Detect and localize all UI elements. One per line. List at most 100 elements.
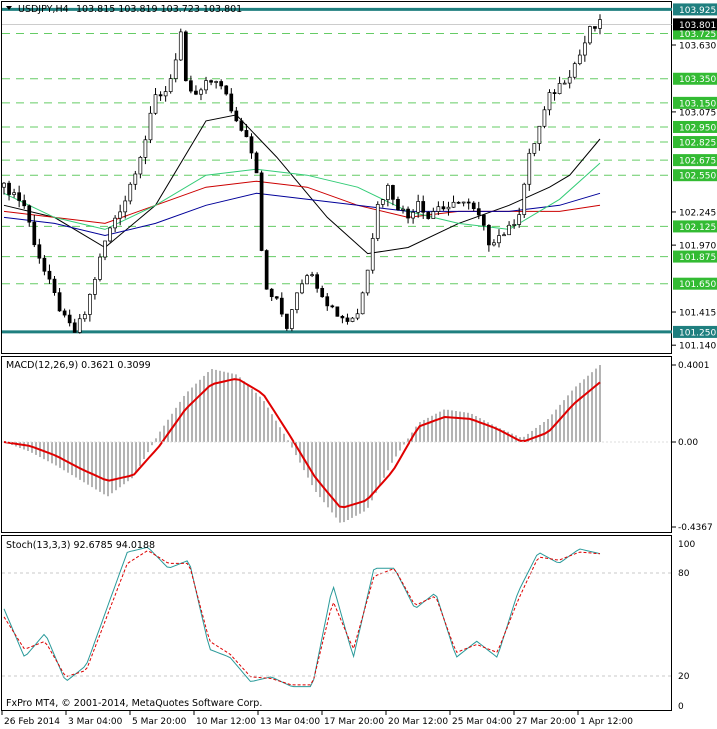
candle-body-21 bbox=[108, 227, 112, 242]
time-tick-8: 27 Mar 20:00 bbox=[516, 717, 576, 727]
candle-body-19 bbox=[98, 256, 102, 280]
candle-body-25 bbox=[128, 183, 133, 202]
candle-body-20 bbox=[103, 240, 107, 258]
candle-body-2 bbox=[12, 192, 16, 195]
ma-black bbox=[3, 114, 601, 255]
candle-body-97 bbox=[492, 242, 496, 246]
stoch-tick-80: 80 bbox=[678, 569, 690, 579]
level-label-0: 103.925 bbox=[679, 6, 716, 16]
candle-body-50 bbox=[254, 152, 259, 174]
candle-body-41 bbox=[209, 80, 213, 83]
level-label-2: 103.350 bbox=[679, 75, 716, 85]
candle-body-44 bbox=[224, 85, 229, 95]
candle-body-117 bbox=[593, 26, 597, 29]
candle-body-39 bbox=[199, 89, 203, 95]
candle-body-86 bbox=[436, 206, 441, 212]
candle-body-56 bbox=[284, 313, 289, 329]
price-tick-3: 101.970 bbox=[679, 242, 716, 252]
candle-body-27 bbox=[138, 157, 143, 175]
candle-body-33 bbox=[168, 78, 173, 92]
level-tag-7 bbox=[673, 169, 717, 182]
level-label-11: 101.250 bbox=[679, 328, 716, 338]
candle-body-57 bbox=[290, 309, 294, 329]
level-label-4: 102.950 bbox=[679, 123, 716, 133]
candle-body-18 bbox=[93, 279, 97, 295]
ohlc-values: 103.815 103.819 103.723 103.801 bbox=[76, 4, 242, 15]
level-label-6: 102.675 bbox=[679, 157, 716, 167]
candle-body-11 bbox=[57, 292, 62, 312]
candle-body-103 bbox=[522, 183, 527, 215]
candle-body-73 bbox=[370, 238, 375, 271]
symbol-header: USDJPY,H4 bbox=[18, 4, 69, 15]
candle-body-96 bbox=[487, 224, 491, 246]
time-tick-7: 25 Mar 04:00 bbox=[452, 717, 512, 727]
candle-body-12 bbox=[62, 310, 67, 316]
time-tick-5: 17 Mar 20:00 bbox=[324, 717, 384, 727]
header-arrow-icon bbox=[6, 6, 12, 10]
candle-body-14 bbox=[72, 322, 77, 333]
candle-body-100 bbox=[507, 224, 511, 236]
candle-body-58 bbox=[295, 292, 299, 310]
candle-body-87 bbox=[441, 206, 446, 210]
candle-body-115 bbox=[582, 42, 587, 56]
candle-body-104 bbox=[527, 152, 532, 185]
macd-tick-zero: 0.00 bbox=[678, 438, 698, 448]
candle-body-116 bbox=[588, 26, 592, 44]
candle-body-42 bbox=[214, 81, 218, 83]
level-label-7: 102.550 bbox=[679, 172, 716, 182]
candle-body-38 bbox=[194, 90, 198, 95]
candle-body-68 bbox=[345, 317, 350, 322]
candle-body-84 bbox=[426, 211, 431, 219]
price-tick-1: 103.075 bbox=[679, 108, 716, 118]
candle-body-30 bbox=[153, 94, 158, 114]
candle-body-65 bbox=[330, 305, 335, 308]
candle-body-26 bbox=[133, 173, 138, 185]
level-label-10: 101.650 bbox=[679, 280, 716, 290]
candle-body-78 bbox=[396, 198, 400, 211]
level-label-8: 102.125 bbox=[679, 223, 716, 233]
time-tick-0: 26 Feb 2014 bbox=[4, 717, 60, 727]
level-tag-9 bbox=[673, 250, 717, 263]
candle-body-17 bbox=[88, 294, 92, 315]
copyright-text: FxPro MT4, © 2001-2014, MetaQuotes Softw… bbox=[6, 698, 262, 709]
candle-body-37 bbox=[189, 80, 193, 92]
level-tag-11 bbox=[673, 325, 717, 338]
candle-body-40 bbox=[204, 80, 208, 91]
candle-body-76 bbox=[386, 185, 390, 200]
level-tag-8 bbox=[673, 220, 717, 233]
time-tick-3: 10 Mar 12:00 bbox=[196, 717, 256, 727]
candle-body-62 bbox=[315, 274, 320, 289]
candle-body-88 bbox=[446, 206, 451, 210]
candle-body-34 bbox=[173, 59, 178, 79]
candle-body-8 bbox=[42, 257, 47, 272]
candle-body-111 bbox=[562, 82, 567, 85]
time-tick-1: 3 Mar 04:00 bbox=[68, 717, 123, 727]
candle-body-80 bbox=[406, 208, 410, 219]
candle-body-70 bbox=[355, 313, 360, 319]
candle-body-93 bbox=[471, 202, 476, 209]
candle-body-46 bbox=[234, 110, 239, 122]
candle-body-105 bbox=[532, 143, 537, 154]
stoch-tick-0: 0 bbox=[678, 702, 684, 712]
candle-body-16 bbox=[82, 314, 87, 320]
candle-body-102 bbox=[517, 214, 522, 225]
candle-body-55 bbox=[279, 297, 284, 315]
candle-body-69 bbox=[350, 317, 355, 322]
candle-body-36 bbox=[183, 31, 188, 82]
macd-tick-bottom: -0.4367 bbox=[678, 523, 713, 533]
candle-body-118 bbox=[598, 19, 602, 29]
current-price-tag bbox=[673, 18, 717, 31]
level-tag-0 bbox=[673, 3, 717, 16]
candle-body-67 bbox=[340, 315, 345, 319]
level-label-1: 103.725 bbox=[679, 30, 716, 40]
candle-body-49 bbox=[249, 136, 254, 154]
candle-body-94 bbox=[476, 208, 481, 216]
candle-body-59 bbox=[300, 283, 304, 294]
candle-body-72 bbox=[365, 269, 370, 294]
candle-body-54 bbox=[274, 296, 279, 299]
candle-body-101 bbox=[512, 224, 516, 226]
candle-body-71 bbox=[360, 292, 365, 315]
level-tag-10 bbox=[673, 277, 717, 290]
candle-body-7 bbox=[37, 244, 42, 259]
